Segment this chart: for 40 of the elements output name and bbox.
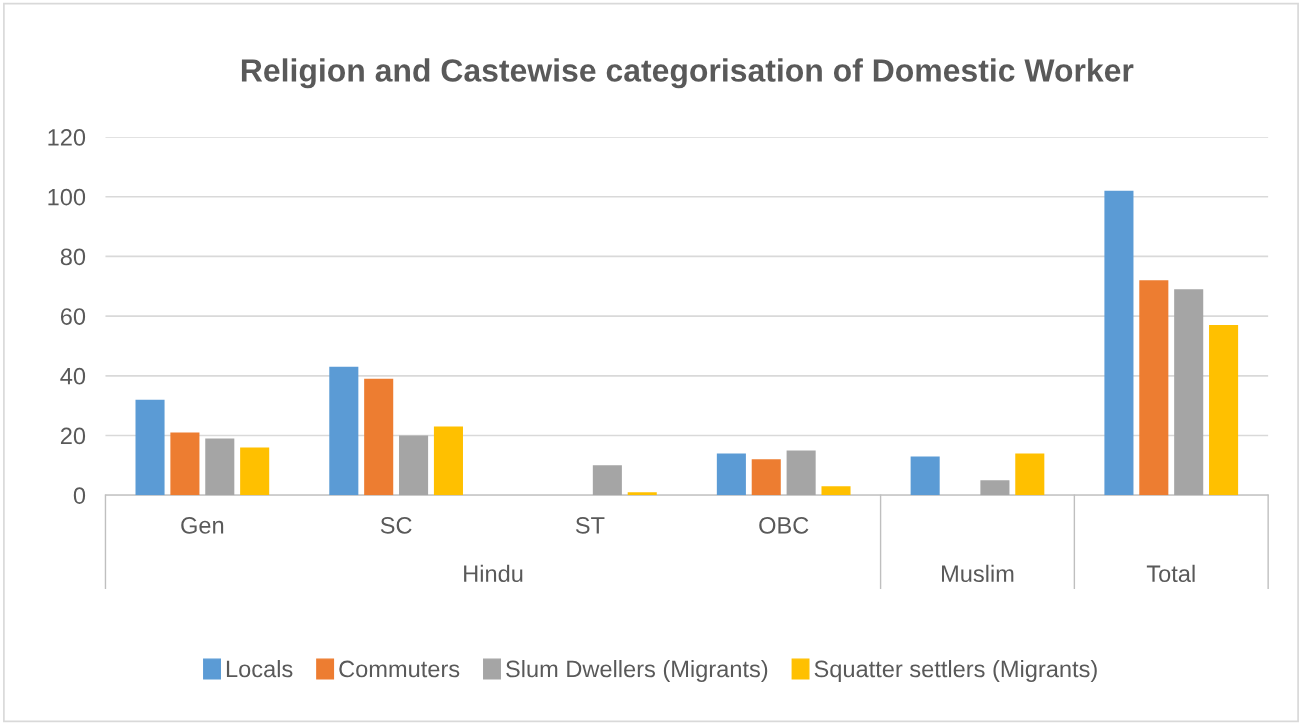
y-tick-label: 120 bbox=[48, 129, 86, 146]
bar bbox=[240, 447, 270, 496]
bar bbox=[1174, 289, 1204, 496]
bar bbox=[786, 450, 816, 496]
bar bbox=[1015, 453, 1045, 496]
legend-label: Slum Dwellers (Migrants) bbox=[506, 659, 768, 682]
bar bbox=[627, 492, 657, 496]
legend-label: Squatter settlers (Migrants) bbox=[814, 659, 1097, 682]
bar bbox=[980, 480, 1010, 496]
legend-label: Commuters bbox=[339, 660, 460, 678]
y-tick-label: 0 bbox=[73, 487, 86, 504]
x-tick-label: SC bbox=[380, 517, 412, 534]
y-tick-label: 60 bbox=[60, 308, 86, 325]
y-tick-label: 80 bbox=[60, 248, 86, 266]
bar bbox=[1139, 280, 1169, 496]
x-tick-label: OBC bbox=[759, 517, 809, 534]
bar bbox=[751, 459, 781, 496]
bar bbox=[1104, 190, 1134, 496]
bar bbox=[329, 366, 359, 496]
bar bbox=[910, 456, 940, 496]
bar bbox=[1209, 325, 1239, 496]
y-tick-label: 40 bbox=[60, 367, 86, 385]
text: Hindu bbox=[464, 564, 523, 583]
x-tick-label: Gen bbox=[181, 517, 224, 534]
x-tick-label: ST bbox=[575, 517, 605, 534]
y-tick-label: 20 bbox=[60, 427, 86, 445]
bar bbox=[135, 399, 165, 496]
bar bbox=[205, 438, 235, 496]
text: Muslim bbox=[942, 564, 1014, 583]
bar bbox=[821, 486, 851, 496]
bar bbox=[433, 426, 463, 496]
bar bbox=[399, 435, 429, 496]
y-tick-label: 100 bbox=[48, 188, 86, 206]
bar bbox=[364, 378, 394, 496]
legend-label: Locals bbox=[226, 659, 293, 678]
bar bbox=[716, 453, 746, 496]
bar bbox=[592, 465, 622, 496]
chart-title: Religion and Castewise categorisation of Domestic Worker bbox=[241, 58, 1134, 89]
bar bbox=[170, 432, 200, 496]
text: Total bbox=[1146, 564, 1195, 583]
